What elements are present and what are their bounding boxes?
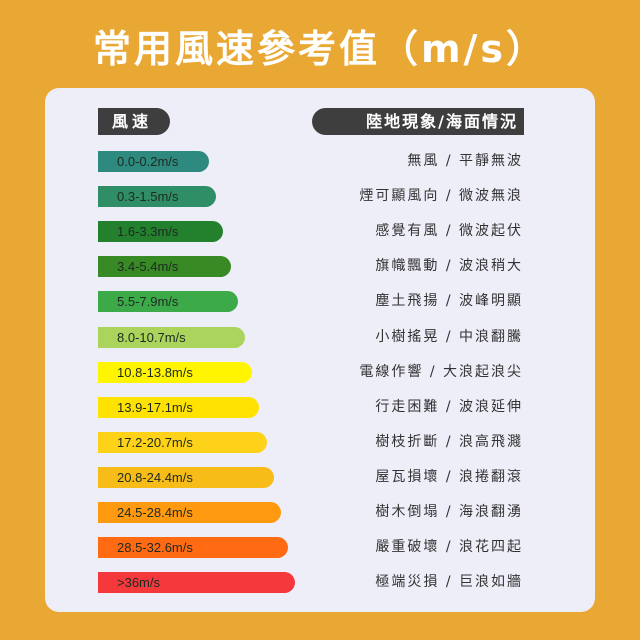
table-row: 28.5-32.6m/s 嚴重破壞 / 浪花四起 (45, 537, 595, 559)
header-wind-speed: 風速 (98, 108, 170, 135)
phenomena-text: 無風 / 平靜無波 (407, 153, 523, 169)
wind-speed-table: 風速 陸地現象/海面情況 0.0-0.2m/s 無風 / 平靜無波 0.3-1.5m… (45, 88, 595, 612)
speed-bar: 8.0-10.7m/s (98, 326, 245, 348)
speed-bar: 28.5-32.6m/s (98, 537, 289, 559)
speed-bar: 13.9-17.1m/s (98, 396, 260, 418)
table-row: 24.5-28.4m/s 樹木倒塌 / 海浪翻湧 (45, 502, 595, 524)
speed-bar: 20.8-24.4m/s (98, 466, 274, 488)
header-phenomena: 陸地現象/海面情況 (312, 108, 524, 135)
phenomena-text: 樹木倒塌 / 海浪翻湧 (375, 504, 523, 520)
table-row: 0.0-0.2m/s 無風 / 平靜無波 (45, 151, 595, 173)
phenomena-text: 電線作響 / 大浪起浪尖 (359, 363, 523, 380)
table-row: 17.2-20.7m/s 樹枝折斷 / 浪高飛濺 (45, 431, 595, 454)
table-row: 13.9-17.1m/s 行走困難 / 波浪延伸 (45, 396, 595, 419)
phenomena-text: 塵土飛揚 / 波峰明顯 (375, 293, 523, 310)
speed-bar: 1.6-3.3m/s (98, 221, 224, 243)
page-title: 常用風速參考值（m/s） (92, 27, 548, 71)
table-row: 3.4-5.4m/s 旗幟飄動 / 波浪稍大 (45, 256, 595, 278)
speed-bar: 24.5-28.4m/s (98, 502, 281, 523)
phenomena-text: 行走困難 / 波浪延伸 (375, 398, 523, 415)
table-row: 8.0-10.7m/s 小樹搖晃 / 中浪翻騰 (45, 326, 595, 349)
table-row: 0.3-1.5m/s 煙可顯風向 / 微波無浪 (45, 186, 595, 208)
phenomena-text: 感覺有風 / 微波起伏 (375, 223, 523, 240)
speed-bar: 5.5-7.9m/s (98, 291, 238, 313)
phenomena-text: 樹枝折斷 / 浪高飛濺 (375, 433, 523, 450)
table-row: 20.8-24.4m/s 屋瓦損壞 / 浪捲翻滾 (45, 466, 595, 489)
phenomena-text: 小樹搖晃 / 中浪翻騰 (375, 328, 523, 345)
table-row: >36m/s 極端災損 / 巨浪如牆 (45, 572, 595, 594)
phenomena-text: 旗幟飄動 / 波浪稍大 (375, 258, 523, 275)
phenomena-text: 屋瓦損壞 / 浪捲翻滾 (375, 468, 523, 485)
speed-bar: 10.8-13.8m/s (98, 361, 253, 383)
phenomena-text: 嚴重破壞 / 浪花四起 (375, 539, 523, 556)
table-row: 1.6-3.3m/s 感覺有風 / 微波起伏 (45, 221, 595, 243)
speed-bar: 0.3-1.5m/s (98, 186, 217, 208)
phenomena-text: 煙可顯風向 / 微波無浪 (359, 188, 523, 205)
speed-bar: 3.4-5.4m/s (98, 256, 231, 278)
table-row: 10.8-13.8m/s 電線作響 / 大浪起浪尖 (45, 361, 595, 384)
speed-bar: >36m/s (98, 572, 296, 594)
phenomena-text: 極端災損 / 巨浪如牆 (375, 574, 523, 591)
table-row: 5.5-7.9m/s 塵土飛揚 / 波峰明顯 (45, 291, 595, 313)
speed-bar: 0.0-0.2m/s (98, 151, 209, 172)
speed-bar: 17.2-20.7m/s (98, 431, 267, 453)
